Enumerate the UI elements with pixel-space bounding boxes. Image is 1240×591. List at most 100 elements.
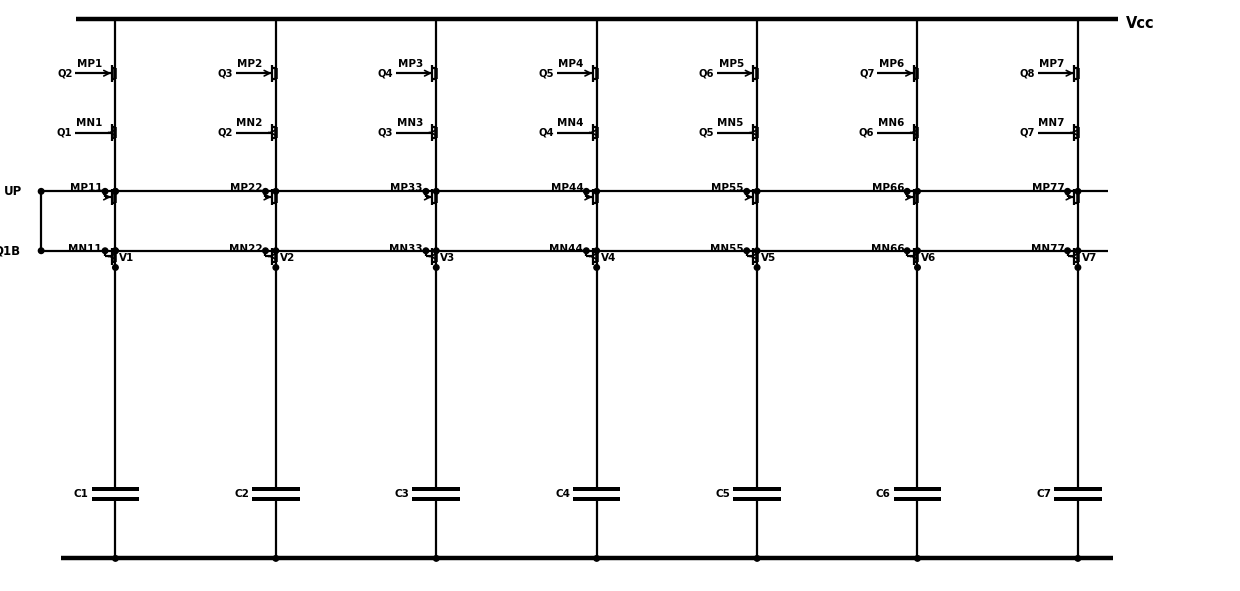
Text: MP44: MP44 [551,183,583,193]
Circle shape [754,265,760,270]
Circle shape [38,189,43,194]
Text: Q7: Q7 [859,68,874,78]
Text: MN33: MN33 [389,243,423,254]
Text: C5: C5 [715,489,730,499]
Circle shape [113,248,118,254]
Circle shape [113,189,118,194]
Text: C1: C1 [74,489,89,499]
Circle shape [915,265,920,270]
Text: Q3: Q3 [378,128,393,138]
Circle shape [594,189,599,194]
Text: MP77: MP77 [1032,183,1065,193]
Text: MN22: MN22 [229,243,263,254]
Circle shape [1075,248,1081,254]
Text: MN77: MN77 [1030,243,1065,254]
Text: MP7: MP7 [1039,59,1065,69]
Circle shape [1075,189,1081,194]
Text: V6: V6 [921,252,936,262]
Text: MN2: MN2 [236,118,263,128]
Text: MP11: MP11 [69,183,102,193]
Text: MP55: MP55 [712,183,744,193]
Text: MP66: MP66 [872,183,904,193]
Text: MN7: MN7 [1038,118,1065,128]
Text: MN55: MN55 [711,243,744,254]
Circle shape [1075,556,1081,561]
Circle shape [273,556,279,561]
Text: MN11: MN11 [68,243,102,254]
Text: Q4: Q4 [378,68,393,78]
Text: Q5: Q5 [698,128,714,138]
Text: V1: V1 [119,252,135,262]
Text: C4: C4 [556,489,570,499]
Circle shape [1065,189,1070,194]
Text: MP5: MP5 [718,59,744,69]
Text: Q5: Q5 [538,68,553,78]
Circle shape [744,248,749,254]
Circle shape [103,189,108,194]
Text: V2: V2 [280,252,295,262]
Circle shape [584,248,589,254]
Circle shape [273,189,279,194]
Circle shape [273,248,279,254]
Circle shape [754,556,760,561]
Text: MN44: MN44 [549,243,583,254]
Text: MP3: MP3 [398,59,423,69]
Circle shape [594,556,599,561]
Text: MN4: MN4 [557,118,583,128]
Text: MP6: MP6 [879,59,904,69]
Text: Q7: Q7 [1019,128,1035,138]
Circle shape [113,248,118,254]
Text: Vcc: Vcc [1126,16,1154,31]
Text: C6: C6 [875,489,890,499]
Text: V3: V3 [440,252,455,262]
Text: Q6: Q6 [859,128,874,138]
Circle shape [754,189,760,194]
Circle shape [273,265,279,270]
Circle shape [434,248,439,254]
Text: MN5: MN5 [718,118,744,128]
Text: Q2: Q2 [217,128,233,138]
Text: MP4: MP4 [558,59,583,69]
Circle shape [915,189,920,194]
Circle shape [594,265,599,270]
Text: V4: V4 [600,252,616,262]
Circle shape [1075,265,1081,270]
Circle shape [434,265,439,270]
Text: C2: C2 [234,489,249,499]
Text: V7: V7 [1081,252,1097,262]
Text: MN1: MN1 [76,118,102,128]
Text: C7: C7 [1037,489,1052,499]
Circle shape [38,248,43,254]
Text: MP22: MP22 [231,183,263,193]
Circle shape [754,248,760,254]
Text: MN66: MN66 [870,243,904,254]
Circle shape [915,248,920,254]
Text: Q3: Q3 [217,68,233,78]
Text: Q8: Q8 [1019,68,1035,78]
Text: MP2: MP2 [237,59,263,69]
Circle shape [263,248,268,254]
Text: MN3: MN3 [397,118,423,128]
Circle shape [744,189,749,194]
Text: Q1: Q1 [57,128,72,138]
Text: UP: UP [4,185,22,198]
Text: MP1: MP1 [77,59,102,69]
Circle shape [915,556,920,561]
Text: C3: C3 [394,489,409,499]
Circle shape [113,556,118,561]
Text: Q4: Q4 [538,128,553,138]
Circle shape [434,556,439,561]
Text: V5: V5 [761,252,776,262]
Circle shape [423,248,429,254]
Circle shape [434,189,439,194]
Text: MP33: MP33 [391,183,423,193]
Text: Q6: Q6 [698,68,714,78]
Circle shape [594,248,599,254]
Text: MN6: MN6 [878,118,904,128]
Circle shape [904,189,910,194]
Circle shape [904,248,910,254]
Circle shape [423,189,429,194]
Text: Q2: Q2 [57,68,72,78]
Circle shape [1065,248,1070,254]
Text: Q1B: Q1B [0,244,21,257]
